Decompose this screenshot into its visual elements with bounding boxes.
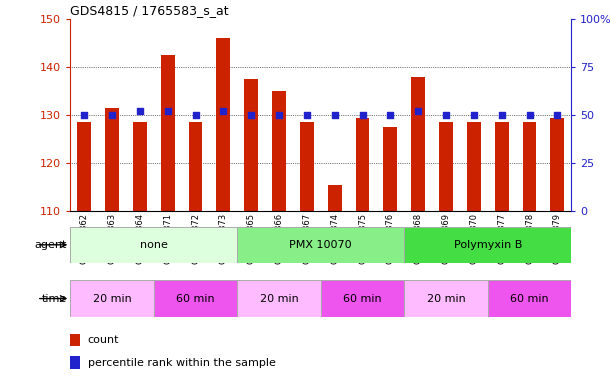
Text: 20 min: 20 min: [260, 293, 298, 304]
Point: [302, 112, 312, 118]
Point: [357, 112, 367, 118]
Bar: [321, 280, 404, 317]
Bar: [404, 227, 571, 263]
Point: [135, 108, 145, 114]
Point: [163, 108, 172, 114]
Text: none: none: [140, 240, 167, 250]
Bar: [272, 91, 286, 211]
Bar: [404, 280, 488, 317]
Bar: [70, 280, 154, 317]
Text: 20 min: 20 min: [93, 293, 131, 304]
Bar: [411, 77, 425, 211]
Text: Polymyxin B: Polymyxin B: [453, 240, 522, 250]
Text: percentile rank within the sample: percentile rank within the sample: [88, 358, 276, 368]
Text: 60 min: 60 min: [510, 293, 549, 304]
Bar: [551, 118, 565, 211]
Bar: [70, 356, 80, 369]
Bar: [522, 122, 536, 211]
Point: [525, 112, 535, 118]
Bar: [356, 118, 370, 211]
Bar: [237, 227, 404, 263]
Point: [497, 112, 507, 118]
Text: GDS4815 / 1765583_s_at: GDS4815 / 1765583_s_at: [70, 3, 229, 17]
Point: [79, 112, 89, 118]
Text: PMX 10070: PMX 10070: [290, 240, 352, 250]
Point: [552, 112, 562, 118]
Point: [330, 112, 340, 118]
Bar: [439, 122, 453, 211]
Text: 20 min: 20 min: [426, 293, 466, 304]
Point: [274, 112, 284, 118]
Bar: [244, 79, 258, 211]
Point: [441, 112, 451, 118]
Bar: [77, 122, 91, 211]
Text: time: time: [42, 293, 67, 304]
Text: 60 min: 60 min: [343, 293, 382, 304]
Bar: [189, 122, 202, 211]
Point: [413, 108, 423, 114]
Bar: [105, 108, 119, 211]
Bar: [488, 280, 571, 317]
Bar: [216, 38, 230, 211]
Point: [107, 112, 117, 118]
Point: [191, 112, 200, 118]
Text: 60 min: 60 min: [176, 293, 215, 304]
Bar: [154, 280, 237, 317]
Point: [469, 112, 479, 118]
Bar: [237, 280, 321, 317]
Bar: [70, 227, 237, 263]
Text: agent: agent: [35, 240, 67, 250]
Bar: [70, 334, 80, 346]
Bar: [327, 185, 342, 211]
Point: [386, 112, 395, 118]
Bar: [467, 122, 481, 211]
Bar: [161, 55, 175, 211]
Point: [219, 108, 229, 114]
Bar: [300, 122, 314, 211]
Bar: [133, 122, 147, 211]
Bar: [495, 122, 509, 211]
Text: count: count: [88, 335, 119, 345]
Point: [246, 112, 256, 118]
Bar: [384, 127, 397, 211]
